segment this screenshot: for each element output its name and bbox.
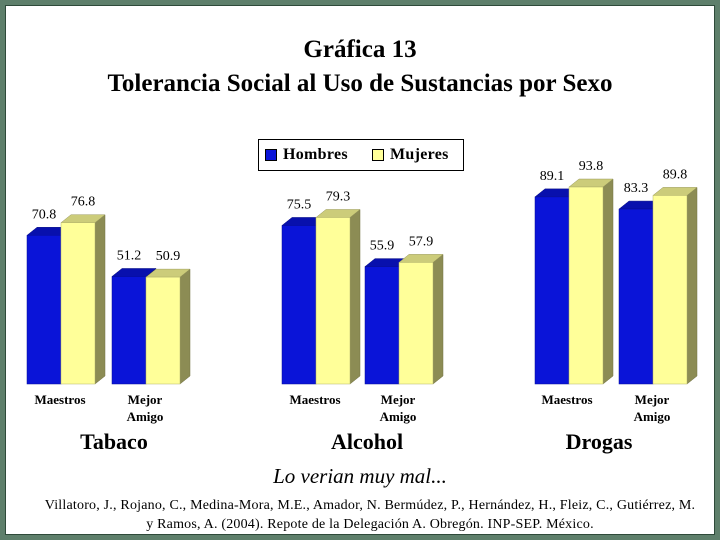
legend-item-hombres: Hombres	[265, 146, 348, 164]
chart-legend: Hombres Mujeres	[258, 139, 464, 171]
bar-hombres-5	[618, 208, 654, 385]
bar-mujeres-1	[145, 276, 181, 385]
bar-mujeres-4	[568, 186, 604, 385]
data-label-hombres-2: 75.5	[287, 197, 312, 212]
bar-mujeres-2-side	[349, 208, 361, 385]
category-label-1-1: Amigo	[127, 409, 164, 424]
legend-label-mujeres: Mujeres	[390, 146, 449, 163]
category-label-0-0: Maestros	[34, 392, 85, 407]
legend-item-mujeres: Mujeres	[372, 146, 449, 164]
data-label-mujeres-2: 79.3	[326, 189, 351, 204]
source-citation: Villatoro, J., Rojano, C., Medina-Mora, …	[44, 498, 696, 532]
group-label-0: Tabaco	[80, 429, 148, 454]
bar-hombres-4	[534, 196, 570, 385]
bar-mujeres-5	[652, 195, 688, 385]
bar-mujeres-1-side	[179, 268, 191, 385]
data-label-hombres-1: 51.2	[117, 248, 142, 263]
data-label-mujeres-4: 93.8	[579, 159, 604, 174]
category-label-3-0: Mejor	[381, 392, 416, 407]
bar-mujeres-0-side	[94, 214, 106, 385]
bar-mujeres-4-side	[602, 178, 614, 385]
category-label-2-0: Maestros	[289, 392, 340, 407]
chart-title: Gráfica 13	[303, 36, 417, 63]
legend-swatch-hombres	[265, 149, 277, 161]
bar-mujeres-3-side	[432, 253, 444, 385]
bar-mujeres-0	[60, 222, 96, 385]
legend-label-hombres: Hombres	[283, 146, 348, 163]
data-label-hombres-3: 55.9	[370, 239, 395, 254]
bar-hombres-3	[364, 266, 400, 385]
legend-swatch-mujeres	[372, 149, 384, 161]
bar-hombres-1	[111, 276, 147, 385]
chart-caption: Lo verian muy mal...	[273, 464, 447, 488]
data-label-mujeres-3: 57.9	[409, 234, 434, 249]
data-label-hombres-5: 83.3	[624, 181, 649, 196]
category-label-1-0: Mejor	[128, 392, 163, 407]
category-label-5-0: Mejor	[635, 392, 670, 407]
bar-mujeres-2	[315, 217, 351, 385]
bar-mujeres-5-side	[686, 186, 698, 385]
bar-hombres-2	[281, 225, 317, 385]
group-label-2: Drogas	[566, 429, 633, 454]
data-label-mujeres-0: 76.8	[71, 195, 96, 210]
data-label-mujeres-5: 89.8	[663, 167, 688, 182]
category-label-4-0: Maestros	[541, 392, 592, 407]
group-label-1: Alcohol	[331, 429, 403, 454]
bar-mujeres-3	[398, 262, 434, 385]
data-label-hombres-0: 70.8	[32, 207, 57, 222]
bar-hombres-0	[26, 235, 62, 385]
chart-subtitle-title: Tolerancia Social al Uso de Sustancias p…	[107, 70, 613, 97]
data-label-hombres-4: 89.1	[540, 169, 565, 184]
category-label-3-1: Amigo	[380, 409, 417, 424]
category-label-5-1: Amigo	[634, 409, 671, 424]
data-label-mujeres-1: 50.9	[156, 249, 181, 264]
